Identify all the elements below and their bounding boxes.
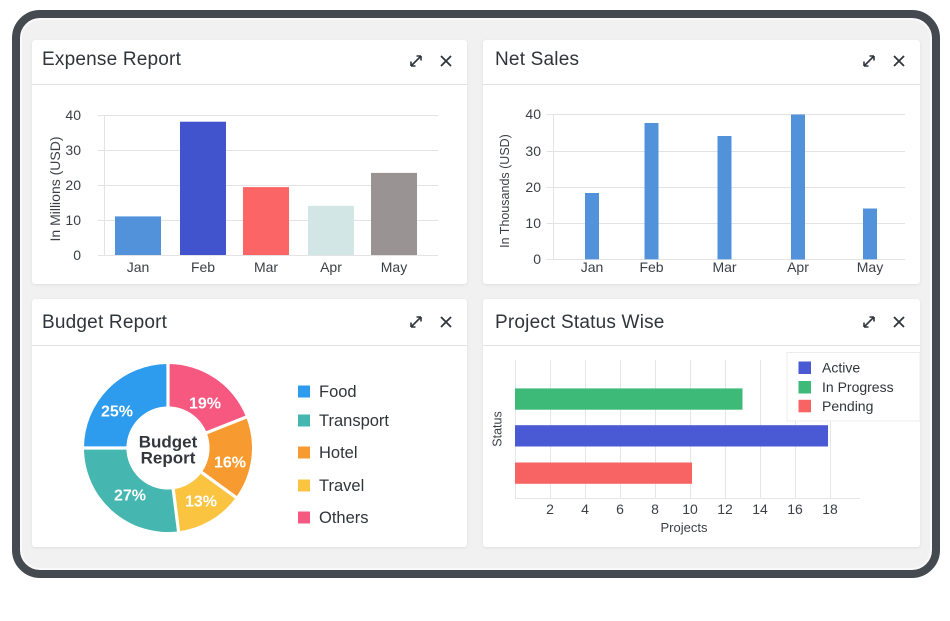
svg-text:Food: Food <box>319 383 357 401</box>
svg-text:Pending: Pending <box>822 398 873 414</box>
svg-text:10: 10 <box>65 212 81 228</box>
svg-text:Feb: Feb <box>639 259 663 275</box>
svg-text:20: 20 <box>65 177 81 193</box>
svg-text:25%: 25% <box>101 404 133 421</box>
svg-text:Projects: Projects <box>661 520 708 535</box>
svg-text:27%: 27% <box>114 488 146 505</box>
svg-text:10: 10 <box>525 215 541 231</box>
svg-text:13%: 13% <box>185 494 217 511</box>
svg-text:Apr: Apr <box>320 259 342 275</box>
svg-text:In Thousands (USD): In Thousands (USD) <box>498 134 512 248</box>
svg-text:8: 8 <box>651 501 659 517</box>
svg-text:May: May <box>381 259 407 275</box>
svg-text:Hotel: Hotel <box>319 444 358 462</box>
svg-text:May: May <box>857 259 883 275</box>
svg-text:In Progress: In Progress <box>822 379 894 395</box>
svg-text:Travel: Travel <box>319 477 364 495</box>
svg-text:0: 0 <box>533 251 541 267</box>
svg-text:4: 4 <box>581 501 589 517</box>
svg-text:0: 0 <box>73 247 81 263</box>
svg-text:40: 40 <box>65 107 81 123</box>
svg-text:Mar: Mar <box>254 259 278 275</box>
svg-text:Active: Active <box>822 360 860 376</box>
svg-text:Jan: Jan <box>581 259 604 275</box>
svg-text:2: 2 <box>546 501 554 517</box>
svg-text:30: 30 <box>65 142 81 158</box>
svg-text:18: 18 <box>822 501 838 517</box>
svg-text:14: 14 <box>752 501 768 517</box>
svg-text:6: 6 <box>616 501 624 517</box>
svg-text:Others: Others <box>319 509 369 527</box>
svg-text:30: 30 <box>525 143 541 159</box>
svg-text:Report: Report <box>141 449 196 468</box>
svg-text:Status: Status <box>491 411 505 446</box>
svg-text:10: 10 <box>682 501 698 517</box>
svg-text:Feb: Feb <box>191 259 215 275</box>
svg-text:16%: 16% <box>214 455 246 472</box>
svg-text:16: 16 <box>787 501 803 517</box>
svg-text:In Millions (USD): In Millions (USD) <box>47 136 63 241</box>
svg-text:Budget: Budget <box>139 433 198 452</box>
svg-text:Transport: Transport <box>319 412 389 430</box>
svg-text:Jan: Jan <box>127 259 150 275</box>
svg-text:12: 12 <box>717 501 733 517</box>
svg-text:40: 40 <box>525 106 541 122</box>
svg-text:Apr: Apr <box>787 259 809 275</box>
svg-text:Mar: Mar <box>712 259 736 275</box>
svg-text:20: 20 <box>525 179 541 195</box>
svg-text:19%: 19% <box>189 396 221 413</box>
